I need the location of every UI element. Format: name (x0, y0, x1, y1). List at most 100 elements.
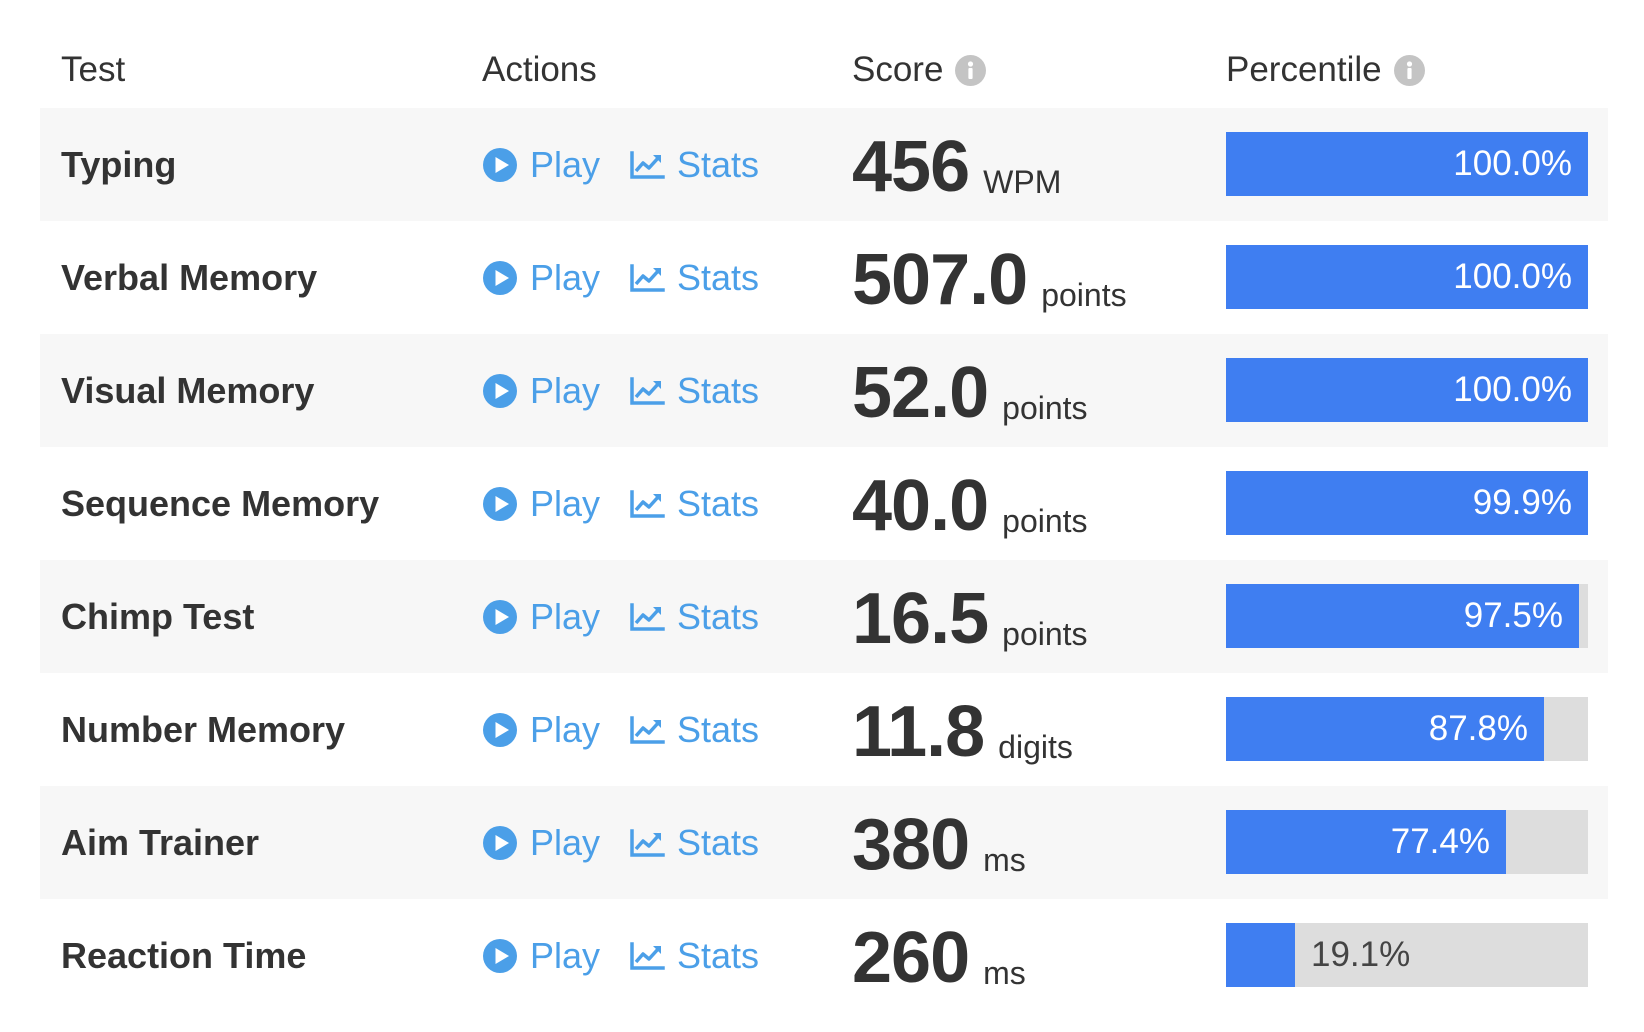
percentile-label: 100.0% (1453, 257, 1572, 296)
score: 456 WPM (852, 108, 1061, 221)
score-value: 40.0 (852, 465, 989, 546)
percentile-bar-fill (1226, 697, 1544, 761)
table-body: Typing Play Stats 456 WPM 100.0% Verbal (40, 108, 1608, 1012)
stats-label: Stats (677, 595, 760, 637)
play-link[interactable]: Play (482, 334, 600, 447)
stats-link[interactable]: Stats (629, 899, 759, 1012)
percentile-label: 97.5% (1463, 596, 1563, 635)
play-link[interactable]: Play (482, 108, 600, 221)
score: 52.0 points (852, 334, 1088, 447)
test-name: Number Memory (61, 708, 346, 750)
stats-link[interactable]: Stats (629, 673, 759, 786)
play-link[interactable]: Play (482, 447, 600, 560)
percentile-label: 19.1% (1311, 935, 1411, 974)
header-percentile-label: Percentile (1226, 50, 1382, 89)
score-unit: ms (983, 955, 1026, 991)
percentile-bar-fill (1226, 132, 1588, 196)
test-name: Sequence Memory (61, 482, 380, 524)
line-chart-icon (630, 941, 665, 970)
percentile-label: 100.0% (1453, 144, 1572, 183)
percentile-bar-fill (1226, 471, 1588, 535)
header-actions: Actions (482, 50, 597, 90)
stats-link[interactable]: Stats (629, 786, 759, 899)
stats-link[interactable]: Stats (629, 447, 759, 560)
stats-label: Stats (677, 934, 760, 976)
percentile-label: 77.4% (1390, 822, 1490, 861)
play-circle-icon (483, 938, 517, 973)
results-table: Test Actions Score Percentile (40, 0, 1608, 1012)
info-icon[interactable] (1393, 54, 1425, 86)
line-chart-icon (630, 489, 665, 518)
test-name: Typing (61, 143, 177, 185)
play-label: Play (530, 821, 601, 863)
table-row: Number Memory Play Stats 11.8 digits 87.… (40, 673, 1608, 786)
stats-label: Stats (677, 369, 760, 411)
play-label: Play (530, 934, 601, 976)
percentile-bar-fill (1226, 245, 1588, 309)
percentile-bar: 87.8% (1226, 697, 1588, 761)
play-circle-icon (483, 373, 517, 408)
stats-link[interactable]: Stats (629, 334, 759, 447)
percentile-bar-fill (1226, 923, 1295, 987)
percentile-label: 87.8% (1428, 709, 1528, 748)
stats-link[interactable]: Stats (629, 221, 759, 334)
line-chart-icon (630, 376, 665, 405)
score: 260 ms (852, 899, 1026, 1012)
percentile-bar: 97.5% (1226, 584, 1588, 648)
header-score: Score (852, 50, 987, 90)
stats-label: Stats (677, 708, 760, 750)
percentile-label: 100.0% (1453, 370, 1572, 409)
score-value: 11.8 (852, 691, 985, 772)
score: 40.0 points (852, 447, 1088, 560)
test-name: Chimp Test (61, 595, 255, 637)
play-circle-icon (483, 825, 517, 860)
play-link[interactable]: Play (482, 673, 600, 786)
percentile-bar-fill (1226, 584, 1579, 648)
line-chart-icon (630, 828, 665, 857)
score: 507.0 points (852, 221, 1127, 334)
stats-label: Stats (677, 256, 760, 298)
table-row: Reaction Time Play Stats 260 ms 19.1% (40, 899, 1608, 1012)
header-actions-label: Actions (482, 50, 597, 89)
score-value: 507.0 (852, 239, 1028, 320)
stats-label: Stats (677, 821, 760, 863)
score-value: 16.5 (852, 578, 989, 659)
table-row: Chimp Test Play Stats 16.5 points 97.5% (40, 560, 1608, 673)
percentile-bar: 100.0% (1226, 132, 1588, 196)
score-unit: WPM (983, 164, 1062, 200)
header-test: Test (61, 50, 125, 90)
percentile-bar: 19.1% (1226, 923, 1588, 987)
header-test-label: Test (61, 50, 126, 89)
score-value: 52.0 (852, 352, 989, 433)
play-label: Play (530, 482, 601, 524)
header-percentile: Percentile (1226, 50, 1425, 90)
table-header: Test Actions Score Percentile (40, 0, 1608, 108)
play-link[interactable]: Play (482, 560, 600, 673)
stats-link[interactable]: Stats (629, 108, 759, 221)
play-label: Play (530, 595, 601, 637)
score-value: 380 (852, 804, 970, 885)
table-row: Verbal Memory Play Stats 507.0 points 10… (40, 221, 1608, 334)
table-row: Aim Trainer Play Stats 380 ms 77.4% (40, 786, 1608, 899)
play-link[interactable]: Play (482, 221, 600, 334)
stats-label: Stats (677, 482, 760, 524)
play-circle-icon (483, 147, 517, 182)
play-link[interactable]: Play (482, 786, 600, 899)
score-unit: digits (998, 729, 1073, 765)
stats-link[interactable]: Stats (629, 560, 759, 673)
play-link[interactable]: Play (482, 899, 600, 1012)
play-circle-icon (483, 486, 517, 521)
info-icon[interactable] (955, 54, 987, 86)
score-unit: ms (983, 842, 1026, 878)
header-score-label: Score (852, 50, 944, 89)
play-label: Play (530, 256, 601, 298)
test-name: Reaction Time (61, 934, 307, 976)
line-chart-icon (630, 602, 665, 631)
line-chart-icon (630, 715, 665, 744)
percentile-bar-fill (1226, 358, 1588, 422)
play-label: Play (530, 369, 601, 411)
test-name: Aim Trainer (61, 821, 260, 863)
score-unit: points (1002, 616, 1088, 652)
play-label: Play (530, 143, 601, 185)
line-chart-icon (630, 263, 665, 292)
